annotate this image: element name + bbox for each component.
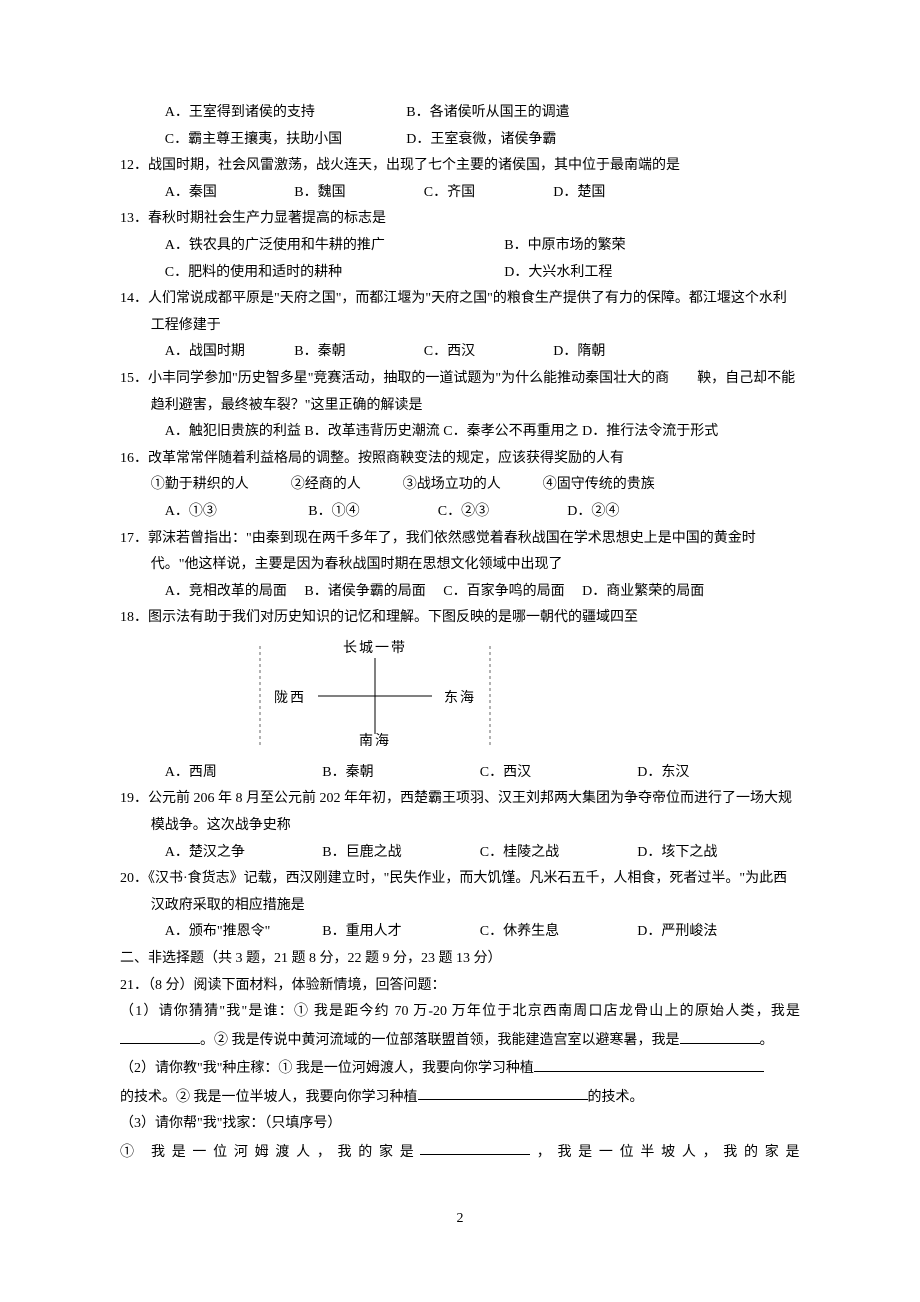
q12-stem: 12．战国时期，社会风雷激荡，战火连天，出现了七个主要的诸侯国，其中位于最南端的… [120,153,800,180]
blank-1 [120,1026,200,1044]
q14-opt-d: D．隋朝 [553,339,679,366]
q19-opt-a: A．楚汉之争 [165,840,319,867]
q14-opt-b: B．秦朝 [294,339,420,366]
q12-opt-b: B．魏国 [294,180,420,207]
q20-opt-c: C．休养生息 [480,919,634,946]
q21-p1b: 。② 我是传说中黄河流域的一位部落联盟首领，我能建造宫室以避寒暑，我是 [200,1033,680,1048]
q13-opt-b: B．中原市场的繁荣 [504,238,625,253]
q12-opt-d: D．楚国 [553,180,679,207]
q11-opt-c: C．霸主尊王攘夷，扶助小国 [165,127,403,154]
q21-p3: ① 我是一位河姆渡人，我的家是 ，我是一位半坡人，我的家是 [120,1138,800,1166]
q14-opt-a: A．战国时期 [165,339,291,366]
q16-opt-b: B．①④ [308,499,434,526]
q19-opt-b: B．巨鹿之战 [322,840,476,867]
q18-opt-c: C．西汉 [480,760,634,787]
q17-opts-line: A．竞相改革的局面 B．诸侯争霸的局面 C．百家争鸣的局面 D．商业繁荣的局面 [120,584,704,599]
q18-stem: 18．图示法有助于我们对历史知识的记忆和理解。下图反映的是哪一朝代的疆域四至 [120,605,800,632]
q14-stem: 14．人们常说成都平原是"天府之国"，而都江堰为"天府之国"的粮食生产提供了有力… [120,286,800,339]
q21-p2c: 的技术。 [588,1089,644,1104]
q14-opt-c: C．西汉 [424,339,550,366]
q21-p1a: （1）请你猜猜"我"是谁：① 我是距今约 70 万-20 万年位于北京西南周口店… [120,1004,800,1019]
q15-opts-line: A．触犯旧贵族的利益 B．改革违背历史潮流 C．秦孝公不再重用之 D．推行法令流… [120,424,718,439]
q15-stem: 15．小丰同学参加"历史智多星"竞赛活动，抽取的一道试题为"为什么能推动秦国壮大… [120,366,800,419]
q14-options: A．战国时期 B．秦朝 C．西汉 D．隋朝 [120,339,800,366]
blank-2 [680,1026,760,1044]
q19-opt-c: C．桂陵之战 [480,840,634,867]
q20-stem: 20．《汉书·食货志》记载，西汉刚建立时，"民失作业，而大饥馑。凡米石五千，人相… [120,866,800,919]
q12-opt-a: A．秦国 [165,180,291,207]
q16-opt-c: C．②③ [438,499,564,526]
q21-p2a: （2）请你教"我"种庄稼：① 我是一位河姆渡人，我要向你学习种植 [120,1061,534,1076]
diagram-right: 东海 [444,686,476,713]
q16-opt-d: D．②④ [567,499,693,526]
q13-options: A．铁农具的广泛使用和牛耕的推广 B．中原市场的繁荣 C．肥料的使用和适时的耕种… [120,233,800,286]
q19-options: A．楚汉之争 B．巨鹿之战 C．桂陵之战 D．垓下之战 [120,840,800,867]
q21-p3c: ，我是一位半坡人，我的家是 [530,1144,800,1159]
q13-stem: 13．春秋时期社会生产力显著提高的标志是 [120,206,800,233]
q20-opt-d: D．严刑峻法 [637,919,791,946]
q18-opt-d: D．东汉 [637,760,791,787]
q18-opt-b: B．秦朝 [322,760,476,787]
q18-options: A．西周 B．秦朝 C．西汉 D．东汉 [120,760,800,787]
q15-options: A．触犯旧贵族的利益 B．改革违背历史潮流 C．秦孝公不再重用之 D．推行法令流… [120,419,800,446]
section-2-heading: 二、非选择题（共 3 题，21 题 8 分，22 题 9 分，23 题 13 分… [120,946,800,973]
q21-p3b: ① 我是一位河姆渡人，我的家是 [120,1144,420,1159]
q11-options: A．王室得到诸侯的支持 B．各诸侯听从国王的调遣 C．霸主尊王攘夷，扶助小国 D… [120,100,800,153]
diagram-left: 陇西 [274,686,306,713]
q11-opt-a: A．王室得到诸侯的支持 [165,100,403,127]
q17-options: A．竞相改革的局面 B．诸侯争霸的局面 C．百家争鸣的局面 D．商业繁荣的局面 [120,579,800,606]
q17-stem: 17．郭沫若曾指出："由秦到现在两千多年了，我们依然感觉着春秋战国在学术思想史上… [120,526,800,579]
q16-opt-a: A．①③ [165,499,305,526]
q19-stem: 19．公元前 206 年 8 月至公元前 202 年年初，西楚霸王项羽、汉王刘邦… [120,786,800,839]
q11-opt-b: B．各诸侯听从国王的调遣 [406,105,569,120]
q19-opt-d: D．垓下之战 [637,840,791,867]
q18-diagram: 长城一带 陇西 东海 南海 [250,636,500,756]
q21-p3-head: （3）请你帮"我"找家：（只填序号） [120,1111,800,1138]
blank-3 [534,1054,764,1072]
diagram-bottom: 南海 [250,729,500,756]
q18-opt-a: A．西周 [165,760,319,787]
q16-items: ①勤于耕织的人 ②经商的人 ③战场立功的人 ④固守传统的贵族 [120,472,800,499]
q20-opt-b: B．重用人才 [322,919,476,946]
blank-4 [418,1083,588,1101]
q11-opt-d: D．王室衰微，诸侯争霸 [406,132,556,147]
q16-stem: 16．改革常常伴随着利益格局的调整。按照商鞅变法的规定，应该获得奖励的人有 [120,446,800,473]
q21-p2: （2）请你教"我"种庄稼：① 我是一位河姆渡人，我要向你学习种植 的技术。② 我… [120,1054,800,1111]
q16-options: A．①③ B．①④ C．②③ D．②④ [120,499,800,526]
q20-opt-a: A．颁布"推恩令" [165,919,319,946]
page-number: 2 [120,1206,800,1233]
q21-head: 21．（8 分）阅读下面材料，体验新情境，回答问题： [120,973,800,1000]
blank-5 [420,1138,530,1156]
q12-options: A．秦国 B．魏国 C．齐国 D．楚国 [120,180,800,207]
q21-p1: （1）请你猜猜"我"是谁：① 我是距今约 70 万-20 万年位于北京西南周口店… [120,999,800,1054]
q12-opt-c: C．齐国 [424,180,550,207]
q21-p1c: 。 [760,1033,774,1048]
q13-opt-a: A．铁农具的广泛使用和牛耕的推广 [165,233,501,260]
page-content: A．王室得到诸侯的支持 B．各诸侯听从国王的调遣 C．霸主尊王攘夷，扶助小国 D… [0,0,920,1273]
q13-opt-c: C．肥料的使用和适时的耕种 [165,260,501,287]
q20-options: A．颁布"推恩令" B．重用人才 C．休养生息 D．严刑峻法 [120,919,800,946]
q13-opt-d: D．大兴水利工程 [504,265,612,280]
q21-p2b: 的技术。② 我是一位半坡人，我要向你学习种植 [120,1089,418,1104]
diagram-top: 长城一带 [250,636,500,663]
